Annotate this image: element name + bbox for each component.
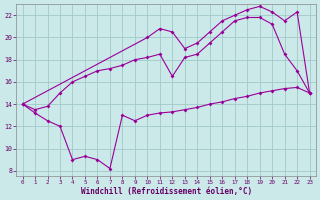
X-axis label: Windchill (Refroidissement éolien,°C): Windchill (Refroidissement éolien,°C) — [81, 187, 252, 196]
